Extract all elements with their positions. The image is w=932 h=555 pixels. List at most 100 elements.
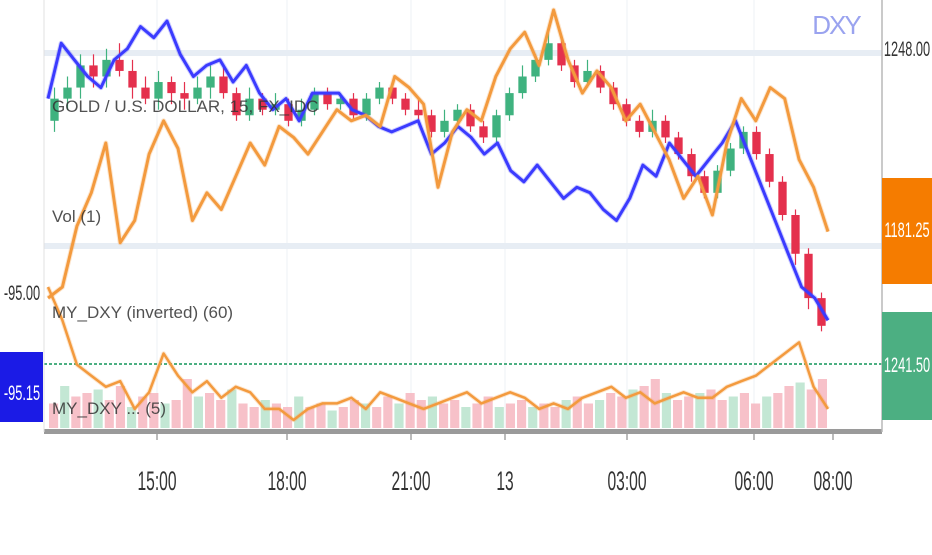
candle-body (531, 59, 540, 77)
time-axis[interactable]: 15:00 18:00 21:00 13 03:00 06:00 08:00 (137, 434, 853, 497)
candle-body (752, 131, 761, 155)
volume-bar (817, 379, 827, 428)
volume-bar (338, 407, 348, 428)
candle-body (128, 70, 137, 88)
price-pane-background (44, 0, 882, 432)
volume-bar (349, 400, 359, 428)
candle-body (115, 59, 124, 71)
candle-body (804, 253, 813, 299)
volume-bar (439, 403, 449, 428)
candle-body (141, 87, 150, 99)
volume-bar (528, 407, 538, 428)
volume-bar (795, 382, 805, 428)
candle-body (310, 93, 319, 110)
volume-bar (82, 393, 92, 428)
candle-body (726, 148, 735, 171)
candle-body (89, 65, 98, 77)
volume-bar (639, 386, 649, 428)
volume-bar (595, 400, 605, 428)
volume-bar (271, 403, 281, 428)
volume-bar (361, 403, 371, 428)
time-tick-label: 13 (496, 466, 513, 497)
volume-bar (483, 396, 493, 428)
candle-body (284, 104, 293, 121)
candle-body (258, 98, 267, 110)
right-price-axis[interactable]: 1248.00 1181.25 1241.50 (882, 37, 932, 420)
series-line (46, 286, 830, 422)
volume-bar (160, 403, 170, 428)
candle-body (76, 65, 85, 88)
candle-body (700, 176, 709, 193)
volume-bar (695, 393, 705, 428)
left-price-badge (0, 352, 43, 422)
volume-bar (494, 407, 504, 428)
volume-bar (539, 403, 549, 428)
legend-entry: Vol (1) (52, 207, 101, 226)
candle-body (349, 98, 358, 116)
right-axis-tick: 1248.00 (884, 37, 930, 61)
candle-body (505, 93, 514, 116)
candle-body (401, 98, 410, 110)
candle-body (167, 82, 176, 94)
time-tick-label: 08:00 (813, 466, 852, 497)
level-band-lower (44, 243, 882, 249)
volume-bar (115, 386, 125, 428)
candle-body (388, 87, 397, 99)
candle-body (713, 170, 722, 193)
candle-body (453, 109, 462, 121)
volume-bar (327, 410, 337, 428)
volume-bar (182, 379, 192, 428)
series-line (47, 8, 830, 300)
volume-bar (706, 389, 716, 428)
candle-body (245, 98, 254, 116)
volume-bar (450, 400, 460, 428)
volume-bar (684, 396, 694, 428)
volume-bar (205, 393, 215, 428)
volume-bar (171, 400, 181, 428)
time-axis-shadow (44, 429, 882, 434)
volume-bar (550, 407, 560, 428)
candle-body (544, 43, 553, 60)
volume-bar (784, 386, 794, 428)
candle-body (622, 104, 631, 121)
volume-bar (751, 403, 761, 428)
candle-body (674, 137, 683, 155)
left-price-axis[interactable]: -95.00 -95.15 (0, 281, 43, 422)
candle-body (362, 98, 371, 116)
volume-bar (561, 400, 571, 428)
volume-bar (249, 407, 259, 428)
volume-bar (149, 393, 159, 428)
volume-bar (728, 396, 738, 428)
volume-bar (628, 389, 638, 428)
candle-body (661, 120, 670, 138)
grid-lines (156, 0, 755, 428)
time-tick-label: 21:00 (391, 466, 430, 497)
volume-bar (461, 407, 471, 428)
volume-bar (104, 400, 114, 428)
volume-bar (806, 389, 816, 428)
candle-body (102, 59, 111, 77)
candle-body (206, 76, 215, 88)
right-price-badge-label: 1181.25 (884, 218, 929, 242)
volume-bar (416, 400, 426, 428)
indicator-lines (45, 7, 831, 423)
time-tick-label: 15:00 (137, 466, 176, 497)
volume-bar (49, 403, 59, 428)
left-price-badge-label: -95.15 (4, 381, 40, 405)
volume-bar (93, 389, 103, 428)
volume-bar (673, 400, 683, 428)
volume-bar (260, 400, 270, 428)
volume-bars (49, 379, 827, 428)
volume-bar (661, 393, 671, 428)
volume-bar (717, 400, 727, 428)
volume-bar (505, 403, 515, 428)
candle-body (180, 93, 189, 99)
candle-body (336, 98, 345, 105)
candle-body (63, 87, 72, 99)
right-price-badge (882, 178, 932, 284)
left-axis-tick: -95.00 (4, 281, 40, 305)
series-line (46, 19, 830, 322)
volume-bar (316, 403, 326, 428)
volume-bar (606, 393, 616, 428)
